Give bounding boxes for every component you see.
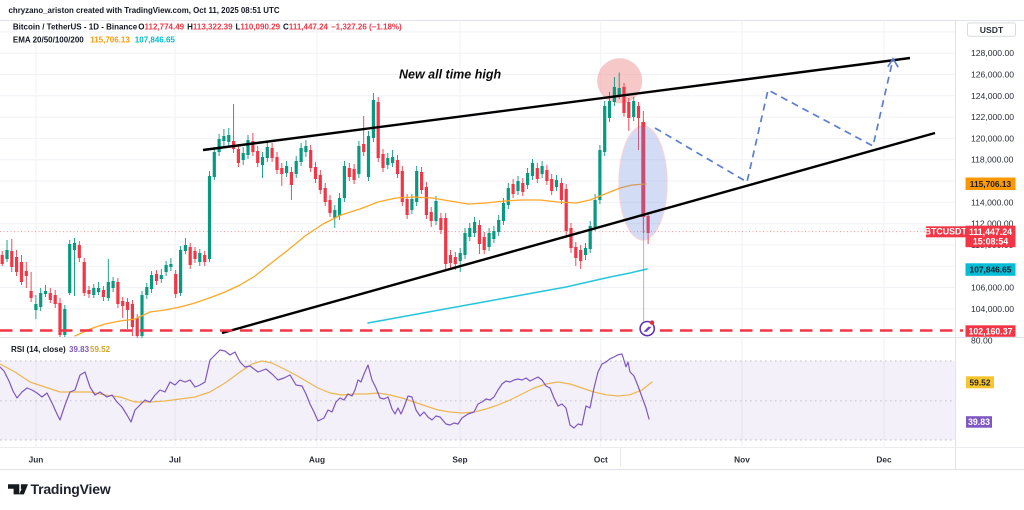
svg-text:New all time high: New all time high [399,68,501,82]
svg-text:chryzano_ariston created with: chryzano_ariston created with TradingVie… [9,6,280,15]
svg-text:118,000.00: 118,000.00 [971,155,1014,165]
svg-text:39.83: 39.83 [968,417,990,427]
svg-text:59.52: 59.52 [90,345,111,354]
svg-text:115,706.13: 115,706.13 [970,179,1012,189]
svg-text:59.52: 59.52 [970,378,991,388]
svg-text:128,000.00: 128,000.00 [971,48,1014,58]
svg-text:EMA 20/50/100/200: EMA 20/50/100/200 [13,36,84,45]
svg-text:107,846.65: 107,846.65 [135,36,176,45]
svg-text:BTCUSDT: BTCUSDT [925,227,968,237]
svg-text:124,000.00: 124,000.00 [971,91,1014,101]
svg-text:122,000.00: 122,000.00 [971,112,1014,122]
svg-text:104,000.00: 104,000.00 [971,304,1014,314]
svg-text:Jun: Jun [29,455,44,465]
svg-text:15:08:54: 15:08:54 [973,237,1008,247]
svg-text:Oct: Oct [594,455,608,465]
svg-text:120,000.00: 120,000.00 [971,133,1014,143]
svg-text:115,706.13: 115,706.13 [90,36,130,45]
svg-text:Jul: Jul [169,455,181,465]
svg-text:RSI (14, close): RSI (14, close) [11,345,66,354]
svg-text:39.83: 39.83 [69,345,90,354]
svg-text:107,846.65: 107,846.65 [970,265,1012,275]
svg-text:Aug: Aug [309,455,325,465]
svg-text:102,160.37: 102,160.37 [968,326,1012,336]
svg-text:Dec: Dec [876,455,892,465]
svg-text:TradingView: TradingView [31,481,111,497]
svg-text:114,000.00: 114,000.00 [971,197,1014,207]
svg-text:80.00: 80.00 [971,336,993,346]
svg-text:126,000.00: 126,000.00 [971,70,1014,80]
svg-text:Bitcoin / TetherUS - 1D - Bina: Bitcoin / TetherUS - 1D - Binance [13,23,138,32]
svg-text:111,447.24: 111,447.24 [969,227,1012,237]
svg-text:112,000.00: 112,000.00 [971,219,1014,229]
svg-text:Nov: Nov [734,455,750,465]
svg-text:106,000.00: 106,000.00 [971,283,1014,293]
svg-text:USDT: USDT [980,25,1004,35]
svg-text:Sep: Sep [452,455,467,465]
